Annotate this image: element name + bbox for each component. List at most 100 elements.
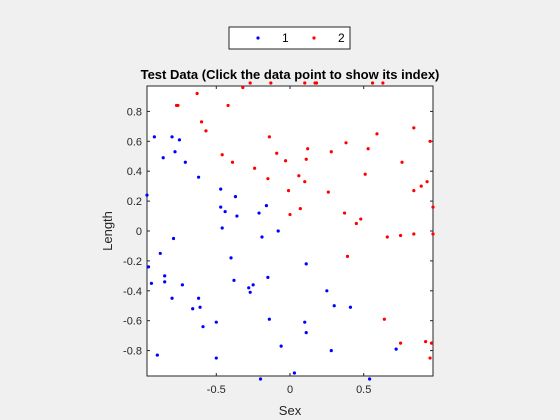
- data-point-series-1[interactable]: [251, 283, 255, 287]
- data-point-series-1[interactable]: [257, 211, 261, 215]
- data-point-series-2[interactable]: [288, 212, 292, 217]
- data-point-series-2[interactable]: [248, 81, 252, 85]
- data-point-series-1[interactable]: [279, 344, 283, 348]
- data-point-series-2[interactable]: [431, 232, 435, 236]
- data-point-series-2[interactable]: [326, 190, 330, 194]
- data-point-series-2[interactable]: [385, 235, 389, 239]
- data-point-series-2[interactable]: [303, 81, 307, 85]
- data-point-series-1[interactable]: [170, 135, 174, 139]
- data-point-series-2[interactable]: [199, 120, 204, 124]
- data-point-series-2[interactable]: [428, 139, 432, 143]
- data-point-series-2[interactable]: [419, 184, 423, 188]
- data-point-series-1[interactable]: [260, 235, 264, 239]
- data-point-series-1[interactable]: [368, 377, 372, 381]
- data-point-series-1[interactable]: [214, 356, 218, 360]
- data-point-series-1[interactable]: [292, 371, 297, 375]
- data-point-series-1[interactable]: [171, 236, 176, 241]
- data-point-series-1[interactable]: [155, 353, 159, 357]
- data-point-series-2[interactable]: [412, 126, 416, 130]
- data-point-series-2[interactable]: [267, 135, 271, 139]
- data-point-series-1[interactable]: [304, 331, 308, 335]
- data-point-series-2[interactable]: [354, 221, 358, 226]
- data-point-series-1[interactable]: [304, 262, 308, 266]
- data-point-series-2[interactable]: [366, 147, 370, 151]
- data-point-series-1[interactable]: [267, 317, 271, 321]
- data-point-series-1[interactable]: [180, 283, 184, 287]
- data-point-series-2[interactable]: [359, 217, 363, 221]
- data-point-series-1[interactable]: [247, 286, 251, 290]
- data-point-series-2[interactable]: [431, 205, 435, 209]
- data-point-series-2[interactable]: [230, 160, 235, 164]
- data-point-series-2[interactable]: [220, 153, 224, 157]
- data-point-series-2[interactable]: [370, 81, 375, 85]
- data-point-series-2[interactable]: [382, 317, 386, 321]
- data-point-series-1[interactable]: [196, 296, 201, 300]
- plot-area[interactable]: [146, 85, 434, 377]
- data-point-series-1[interactable]: [163, 280, 167, 284]
- data-point-series-1[interactable]: [158, 251, 162, 256]
- data-point-series-1[interactable]: [170, 296, 174, 300]
- data-point-series-2[interactable]: [345, 254, 350, 259]
- data-point-series-1[interactable]: [303, 320, 307, 324]
- data-point-series-2[interactable]: [429, 341, 434, 345]
- data-point-series-1[interactable]: [233, 195, 238, 199]
- data-point-series-2[interactable]: [424, 340, 428, 344]
- data-point-series-1[interactable]: [219, 187, 223, 191]
- data-point-series-1[interactable]: [219, 205, 223, 209]
- data-point-series-2[interactable]: [275, 151, 279, 155]
- data-point-series-1[interactable]: [183, 160, 187, 164]
- data-point-series-2[interactable]: [226, 103, 230, 108]
- data-point-series-1[interactable]: [152, 135, 156, 139]
- data-point-series-1[interactable]: [266, 275, 270, 279]
- data-point-series-1[interactable]: [220, 226, 224, 230]
- data-point-series-2[interactable]: [297, 174, 301, 178]
- data-point-series-2[interactable]: [363, 172, 367, 176]
- data-point-series-1[interactable]: [264, 203, 269, 208]
- data-point-series-2[interactable]: [342, 211, 347, 215]
- data-point-series-2[interactable]: [412, 189, 416, 193]
- data-point-series-1[interactable]: [348, 305, 353, 309]
- data-point-series-1[interactable]: [235, 214, 239, 218]
- data-points[interactable]: [145, 81, 435, 381]
- data-point-series-1[interactable]: [276, 229, 280, 233]
- data-point-series-1[interactable]: [329, 348, 333, 353]
- data-point-series-1[interactable]: [201, 325, 205, 329]
- data-point-series-1[interactable]: [223, 209, 227, 214]
- data-point-series-1[interactable]: [149, 281, 154, 285]
- data-point-series-2[interactable]: [329, 150, 333, 154]
- data-point-series-1[interactable]: [161, 156, 165, 160]
- data-point-series-2[interactable]: [400, 160, 404, 164]
- data-point-series-1[interactable]: [198, 305, 202, 309]
- data-point-series-2[interactable]: [375, 132, 379, 136]
- data-point-series-2[interactable]: [425, 180, 429, 184]
- data-point-series-1[interactable]: [163, 274, 167, 278]
- data-point-series-2[interactable]: [195, 91, 199, 96]
- data-point-series-1[interactable]: [196, 175, 201, 179]
- data-point-series-2[interactable]: [286, 189, 291, 193]
- data-point-series-1[interactable]: [191, 307, 195, 311]
- data-point-series-1[interactable]: [232, 278, 236, 282]
- data-point-series-2[interactable]: [314, 81, 319, 85]
- data-point-series-2[interactable]: [253, 166, 257, 170]
- data-point-series-2[interactable]: [398, 233, 403, 238]
- data-point-series-2[interactable]: [269, 81, 273, 85]
- data-point-series-1[interactable]: [325, 289, 329, 293]
- data-point-series-2[interactable]: [303, 180, 307, 184]
- data-point-series-1[interactable]: [394, 347, 398, 351]
- data-point-series-2[interactable]: [283, 159, 288, 163]
- data-point-series-2[interactable]: [428, 356, 432, 360]
- data-point-series-2[interactable]: [176, 103, 180, 108]
- legend[interactable]: 1 2: [228, 26, 351, 50]
- data-point-series-1[interactable]: [146, 265, 151, 269]
- data-point-series-2[interactable]: [298, 206, 302, 211]
- data-point-series-1[interactable]: [258, 377, 263, 381]
- data-point-series-2[interactable]: [306, 147, 310, 151]
- data-point-series-1[interactable]: [214, 320, 218, 324]
- data-point-series-1[interactable]: [177, 138, 182, 142]
- data-point-series-1[interactable]: [229, 256, 233, 260]
- data-point-series-2[interactable]: [344, 141, 348, 145]
- data-point-series-2[interactable]: [266, 177, 270, 181]
- data-point-series-1[interactable]: [173, 150, 177, 154]
- data-point-series-1[interactable]: [248, 290, 252, 294]
- data-point-series-2[interactable]: [412, 232, 416, 236]
